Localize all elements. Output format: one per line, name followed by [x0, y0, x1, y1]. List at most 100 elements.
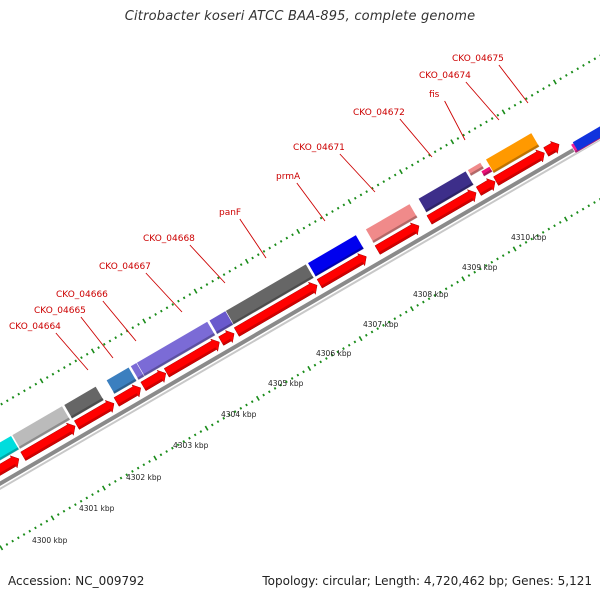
- feature-block-shade: [425, 182, 474, 213]
- feature-block-shade: [113, 378, 137, 394]
- gene-label[interactable]: CKO_04664: [9, 322, 61, 332]
- feature-block[interactable]: [0, 435, 20, 483]
- major-tick: [552, 79, 557, 85]
- minor-tick: [239, 263, 243, 267]
- cds-arrow[interactable]: [140, 369, 167, 392]
- minor-tick: [382, 180, 386, 184]
- gene-label[interactable]: CKO_04674: [419, 71, 471, 81]
- minor-tick: [405, 166, 408, 170]
- minor-tick: [148, 316, 152, 320]
- minor-tick: [251, 256, 254, 260]
- minor-tick: [39, 523, 43, 526]
- cds-arrow[interactable]: [73, 399, 115, 430]
- minor-tick: [314, 220, 317, 223]
- feature-block[interactable]: [63, 385, 105, 420]
- major-tick: [50, 515, 55, 521]
- minor-tick: [188, 293, 192, 296]
- feature-block[interactable]: [105, 366, 138, 395]
- minor-tick: [234, 266, 237, 270]
- minor-tick: [285, 380, 288, 384]
- minor-tick: [501, 254, 505, 258]
- feature-block-shade: [314, 246, 364, 277]
- minor-tick: [239, 406, 243, 410]
- gene-label[interactable]: CKO_04675: [452, 54, 504, 64]
- gene-label[interactable]: CKO_04665: [34, 306, 86, 316]
- minor-tick: [336, 350, 340, 354]
- feature-block[interactable]: [467, 161, 485, 177]
- feature-block-shade: [469, 166, 484, 176]
- feature-block[interactable]: [307, 234, 365, 278]
- minor-tick: [410, 163, 414, 167]
- minor-tick: [199, 286, 203, 290]
- minor-tick: [125, 473, 129, 477]
- minor-tick: [479, 123, 483, 127]
- minor-tick: [445, 143, 448, 147]
- minor-tick: [319, 216, 323, 220]
- minor-tick: [114, 336, 118, 340]
- gene-label[interactable]: CKO_04666: [56, 290, 108, 300]
- minor-tick: [336, 206, 340, 210]
- cds-arrow[interactable]: [374, 222, 420, 255]
- cds-arrow-blue[interactable]: [572, 116, 600, 151]
- minor-tick: [399, 313, 402, 317]
- genome-title: Citrobacter koseri ATCC BAA-895, complet…: [124, 9, 476, 24]
- cds-arrow[interactable]: [426, 189, 477, 225]
- cds-arrow[interactable]: [543, 140, 560, 157]
- minor-tick: [313, 363, 317, 367]
- label-leader: [145, 272, 183, 313]
- minor-tick: [513, 103, 517, 107]
- minor-tick: [85, 352, 89, 356]
- feature-block[interactable]: [485, 132, 540, 174]
- minor-tick: [456, 137, 460, 140]
- gene-label[interactable]: CKO_04672: [353, 108, 405, 118]
- minor-tick: [376, 327, 380, 331]
- feature-block[interactable]: [417, 170, 475, 213]
- minor-tick: [11, 539, 14, 543]
- cds-arrow[interactable]: [218, 330, 235, 346]
- cds-arrow[interactable]: [0, 455, 20, 494]
- cds-arrow[interactable]: [20, 422, 76, 461]
- cds-arrow-shade: [430, 197, 474, 225]
- gene-label[interactable]: fis: [429, 90, 440, 100]
- minor-tick: [137, 322, 140, 326]
- scale-label: 4302 kbp: [126, 473, 162, 482]
- gene-label[interactable]: CKO_04671: [293, 143, 345, 153]
- minor-tick: [433, 294, 437, 297]
- minor-tick: [68, 506, 72, 510]
- minor-tick: [159, 309, 163, 313]
- minor-tick: [342, 347, 345, 350]
- feature-block[interactable]: [225, 263, 315, 326]
- gene-label[interactable]: CKO_04667: [99, 262, 151, 272]
- feature-block[interactable]: [365, 203, 419, 244]
- feature-block[interactable]: [136, 320, 216, 377]
- minor-tick: [542, 87, 545, 91]
- gene-label[interactable]: CKO_04668: [143, 234, 195, 244]
- scale-label: 4309 kbp: [462, 263, 498, 272]
- minor-tick: [450, 284, 454, 287]
- minor-tick: [576, 211, 579, 214]
- cds-arrow[interactable]: [316, 253, 367, 289]
- cds-arrow[interactable]: [163, 338, 220, 378]
- minor-tick: [507, 250, 511, 254]
- minor-tick: [428, 153, 431, 157]
- major-tick: [193, 288, 198, 294]
- minor-tick: [536, 90, 540, 94]
- minor-tick: [393, 173, 397, 177]
- minor-tick: [23, 389, 26, 393]
- cds-arrow[interactable]: [113, 384, 141, 407]
- minor-tick: [222, 273, 226, 276]
- minor-tick: [479, 267, 482, 271]
- minor-tick: [444, 287, 448, 291]
- gene-label[interactable]: panF: [219, 208, 241, 218]
- feature-block-shade: [492, 144, 540, 174]
- gene-label[interactable]: prmA: [276, 172, 301, 182]
- cds-arrow-shade: [0, 464, 17, 476]
- cds-arrow[interactable]: [475, 178, 496, 196]
- cds-arrow[interactable]: [493, 149, 545, 186]
- cds-arrow-shade: [378, 231, 417, 255]
- feature-block[interactable]: [11, 405, 71, 450]
- cds-arrow[interactable]: [233, 281, 318, 337]
- minor-tick: [547, 227, 551, 231]
- minor-tick: [119, 476, 123, 480]
